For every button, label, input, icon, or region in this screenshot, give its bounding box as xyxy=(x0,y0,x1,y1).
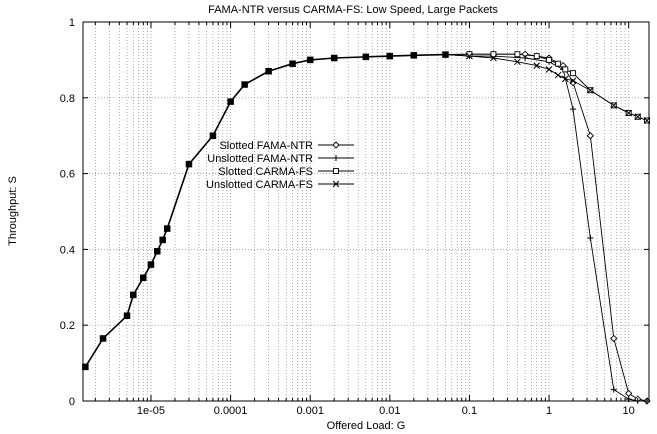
data-point xyxy=(386,52,394,60)
data-point-square xyxy=(570,70,576,77)
x-axis-title: Offered Load: G xyxy=(327,420,406,432)
x-tick-label: 0.01 xyxy=(379,405,400,417)
data-point-cross xyxy=(490,54,497,62)
data-point xyxy=(289,60,296,67)
data-point-plus xyxy=(587,235,594,242)
data-point-plus xyxy=(522,55,529,62)
legend-label: Unslotted CARMA-FS xyxy=(206,179,313,191)
y-tick-label: 0.2 xyxy=(60,320,75,332)
data-point-cross xyxy=(533,62,541,69)
data-point-cross xyxy=(586,86,594,94)
data-point xyxy=(159,236,166,244)
data-point-cross xyxy=(332,180,340,188)
data-point-cross xyxy=(514,58,521,66)
data-point-cross xyxy=(554,71,562,79)
data-point xyxy=(330,54,338,62)
data-point xyxy=(82,363,89,371)
data-point-square xyxy=(514,51,521,58)
data-point xyxy=(362,53,370,61)
data-point-cross xyxy=(634,113,642,121)
x-tick-label: 10 xyxy=(623,405,635,417)
data-point xyxy=(130,291,137,299)
data-point xyxy=(306,56,314,64)
data-point-square xyxy=(562,66,569,73)
series-line xyxy=(445,53,648,402)
shared-curve xyxy=(84,53,446,368)
data-point-diamond xyxy=(569,79,577,87)
data-point xyxy=(154,248,161,255)
series-line xyxy=(445,53,648,121)
data-point-plus xyxy=(625,396,632,403)
data-point-cross xyxy=(625,109,633,117)
data-point-cross xyxy=(545,66,553,73)
x-tick-label: 1e-05 xyxy=(137,405,165,417)
data-point xyxy=(442,51,449,58)
data-point xyxy=(123,312,131,319)
x-tick-label: 0.001 xyxy=(296,405,324,417)
y-axis: 0 0.2 0.4 0.6 0.8 1 xyxy=(60,17,649,408)
x-tick-label: 1 xyxy=(546,405,552,417)
y-tick-label: 0 xyxy=(69,396,75,408)
x-axis: 1e-05 0.0001 0.001 0.01 0.1 1 10 xyxy=(94,22,635,417)
y-tick-label: 0.6 xyxy=(60,169,75,181)
data-point xyxy=(265,68,272,75)
data-point xyxy=(185,160,193,168)
data-point-cross xyxy=(610,102,618,109)
data-point xyxy=(410,52,418,59)
data-point xyxy=(99,335,107,342)
data-point xyxy=(147,261,155,268)
data-point-plus xyxy=(570,106,577,113)
data-point-plus xyxy=(634,398,641,404)
data-point-square xyxy=(533,53,540,60)
data-point xyxy=(209,132,217,139)
series-line xyxy=(445,54,648,121)
legend-label: Unslotted FAMA-NTR xyxy=(207,153,313,165)
y-tick-label: 0.4 xyxy=(60,244,75,256)
data-point-square xyxy=(333,168,339,174)
y-tick-label: 0.8 xyxy=(60,93,75,105)
chart-title: FAMA-NTR versus CARMA-FS: Low Speed, Lar… xyxy=(208,4,498,16)
data-point xyxy=(163,225,171,232)
data-point-square xyxy=(555,60,562,67)
data-point-plus xyxy=(333,155,339,161)
data-point xyxy=(227,98,234,105)
data-point-diamond xyxy=(332,141,340,149)
x-tick-label: 0.0001 xyxy=(214,405,248,417)
data-point xyxy=(241,81,248,88)
data-point-cross xyxy=(466,52,473,60)
grid xyxy=(83,21,649,402)
data-point-diamond xyxy=(586,132,594,140)
data-point-plus xyxy=(610,386,617,393)
legend-label: Slotted FAMA-NTR xyxy=(219,140,313,152)
data-point-diamond xyxy=(625,389,633,398)
data-point-diamond xyxy=(610,334,618,343)
data-point-plus xyxy=(644,398,651,404)
data-point-cross xyxy=(569,77,577,85)
data-point-cross xyxy=(561,75,569,83)
series-markers xyxy=(82,50,651,405)
y-tick-label: 1 xyxy=(69,17,75,29)
data-point-cross xyxy=(643,117,651,124)
data-point xyxy=(140,274,147,282)
data-point-square xyxy=(546,56,553,63)
legend-label: Slotted CARMA-FS xyxy=(218,166,313,178)
x-tick-label: 0.1 xyxy=(462,405,477,417)
data-point-square xyxy=(490,51,497,58)
y-axis-title: Throughput: S xyxy=(7,176,19,246)
